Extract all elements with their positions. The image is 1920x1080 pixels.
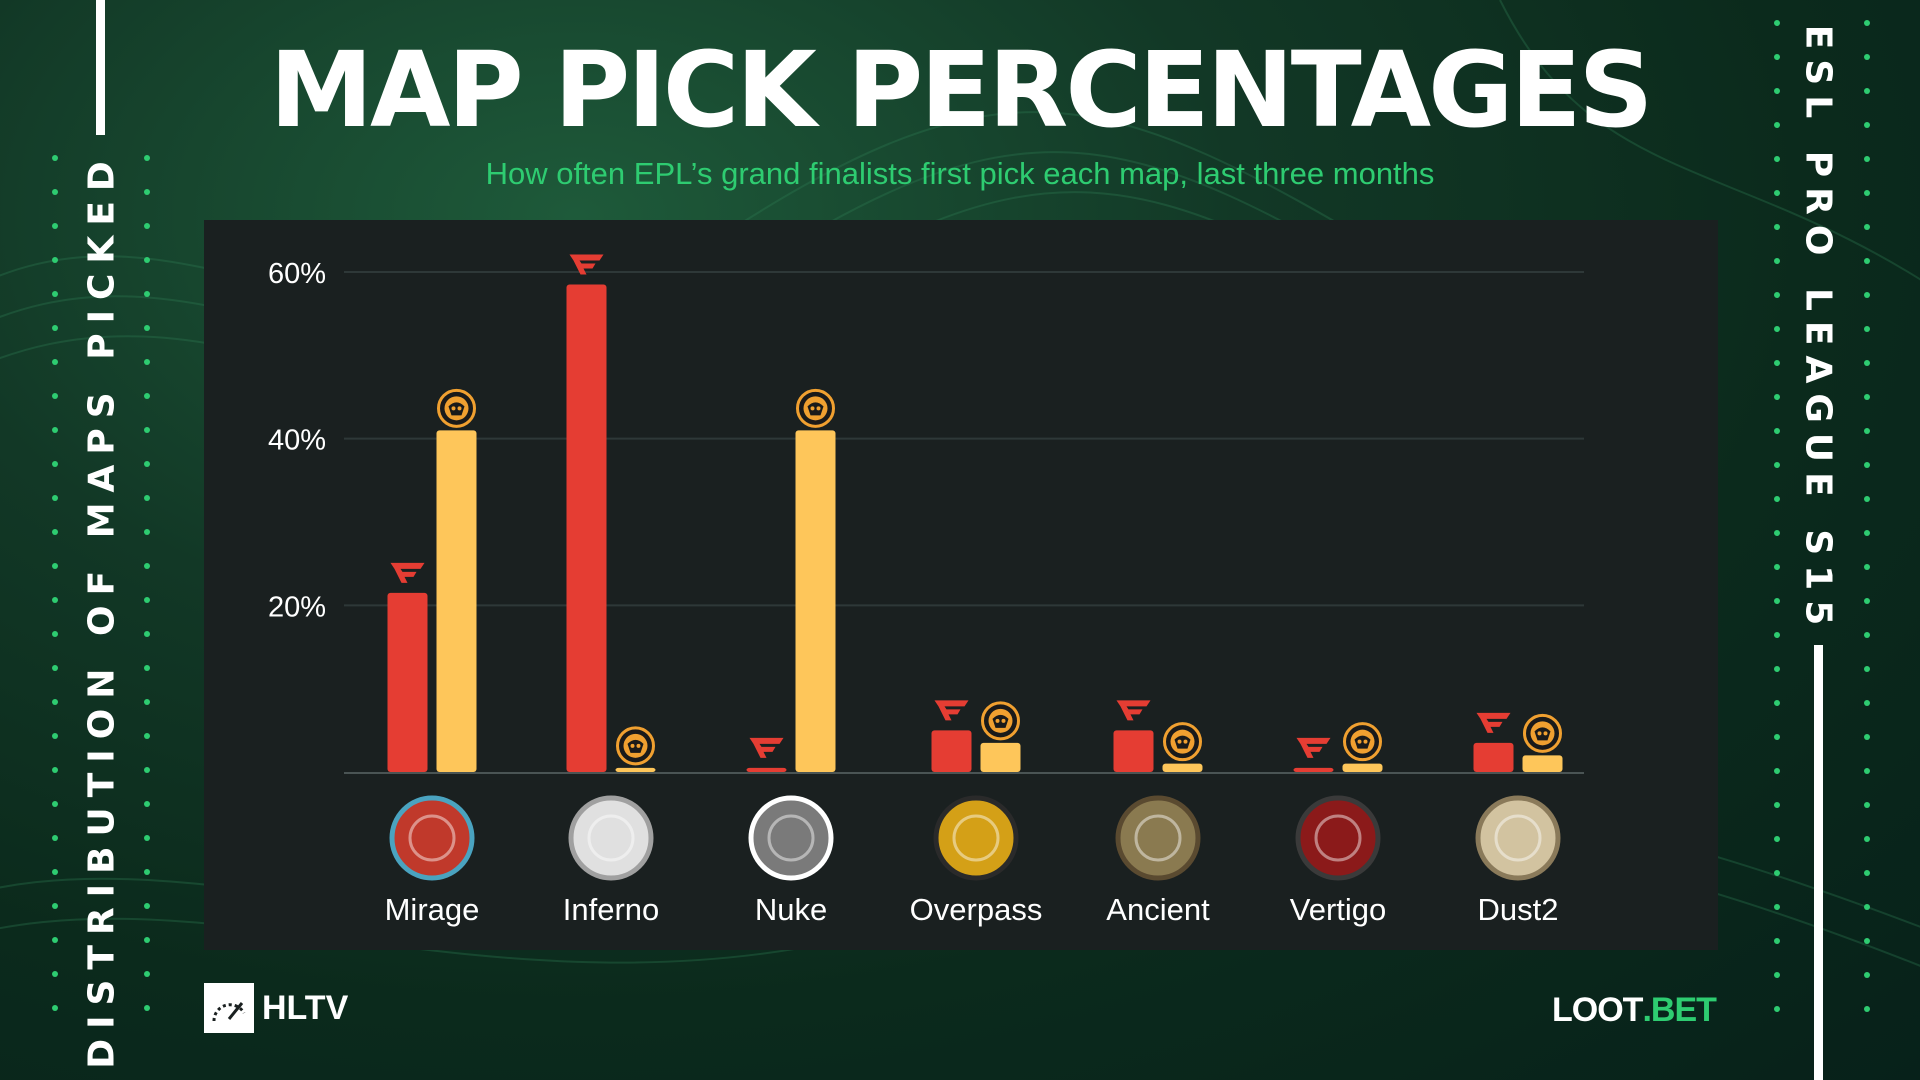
- ence-logo-icon: [1523, 713, 1562, 753]
- hltv-logo-text: HLTV: [262, 988, 349, 1027]
- bar-ence: [1342, 763, 1383, 772]
- dot-column-right-2: [1860, 20, 1874, 1040]
- ence-logo-icon: [437, 388, 476, 428]
- y-tick-label: 40%: [268, 425, 326, 457]
- lootbet-logo-text-b: .BET: [1642, 990, 1716, 1029]
- overpass-map-icon: [933, 795, 1019, 881]
- faze-clan-logo-icon: [1476, 712, 1511, 733]
- ence-logo-icon: [1163, 722, 1202, 762]
- y-tick-label: 20%: [268, 591, 326, 623]
- bar-faze: [566, 284, 607, 772]
- category-label: Mirage: [385, 892, 480, 927]
- lootbet-logo-text-a: LOOT: [1552, 990, 1643, 1029]
- bar-chart: 20% 40% 60% Mirage Inferno Nuke Overpass A…: [268, 254, 1584, 927]
- side-title-left: DISTRIBUTION OF MAPS PICKED: [81, 151, 123, 1069]
- bar-ence: [795, 430, 836, 772]
- faze-clan-logo-icon: [1116, 700, 1151, 721]
- dot-column-right-1: [1770, 20, 1784, 1040]
- page-title: MAP PICK PERCENTAGES: [269, 29, 1654, 151]
- dust2-map-icon: [1475, 795, 1561, 881]
- inferno-map-icon: [568, 795, 654, 881]
- bar-ence: [1522, 755, 1563, 772]
- category-label: Nuke: [755, 892, 827, 927]
- category-label: Overpass: [910, 892, 1043, 927]
- ence-logo-icon: [796, 388, 835, 428]
- faze-clan-logo-icon: [569, 254, 604, 275]
- vertigo-map-icon: [1295, 795, 1381, 881]
- faze-clan-logo-icon: [1296, 737, 1331, 758]
- bar-ence: [1162, 763, 1203, 772]
- mirage-map-icon: [389, 795, 475, 881]
- faze-clan-logo-icon: [390, 562, 425, 583]
- bar-faze: [1113, 730, 1154, 772]
- bar-ence: [980, 742, 1021, 772]
- bar-faze: [387, 592, 428, 772]
- ancient-map-icon: [1115, 795, 1201, 881]
- bar-faze: [746, 767, 787, 772]
- bar-faze: [1473, 742, 1514, 772]
- bar-faze: [1293, 767, 1334, 772]
- page-subtitle: How often EPL’s grand finalists first pi…: [485, 156, 1435, 191]
- hltv-gauge-icon: [204, 983, 254, 1033]
- ence-logo-icon: [1343, 722, 1382, 762]
- dot-column-left-2: [140, 155, 154, 1039]
- ence-logo-icon: [616, 726, 655, 766]
- category-label: Inferno: [563, 892, 660, 927]
- ence-logo-icon: [981, 701, 1020, 741]
- chart-panel: 20% 40% 60% Mirage Inferno Nuke Overpass A…: [204, 220, 1718, 950]
- bar-ence: [436, 430, 477, 772]
- right-accent-bar: [1814, 645, 1823, 1080]
- lootbet-logo: LOOT .BET: [1552, 985, 1717, 1035]
- faze-clan-logo-icon: [749, 737, 784, 758]
- category-label: Dust2: [1478, 892, 1559, 927]
- category-label: Vertigo: [1290, 892, 1387, 927]
- hltv-logo: HLTV: [204, 983, 348, 1033]
- y-tick-label: 60%: [268, 258, 326, 290]
- bar-faze: [931, 730, 972, 772]
- dot-column-left-1: [48, 155, 62, 1039]
- category-label: Ancient: [1106, 892, 1210, 927]
- left-accent-bar: [96, 0, 105, 135]
- nuke-map-icon: [748, 795, 834, 881]
- bar-ence: [615, 767, 656, 772]
- faze-clan-logo-icon: [934, 700, 969, 721]
